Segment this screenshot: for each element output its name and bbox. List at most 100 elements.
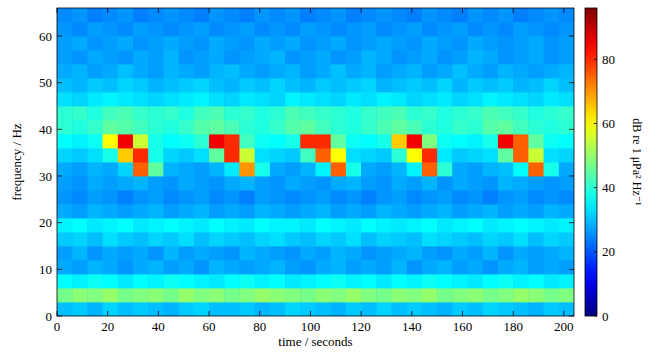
cell [316,78,332,92]
x-tick-label: 100 [301,319,321,334]
cell [133,190,149,204]
cell [163,260,179,274]
cell [255,288,271,302]
cell [483,92,499,106]
cell [513,120,529,134]
cell [361,190,377,204]
cell [316,288,332,302]
y-tick [57,129,62,130]
cell [57,64,73,78]
cell [513,190,529,204]
x-tick-label: 0 [54,319,61,334]
cell [407,106,423,120]
cell [148,106,164,120]
cell [452,218,468,232]
cell [224,218,240,232]
cell [148,232,164,246]
x-tick [209,8,210,13]
cell [209,274,225,288]
cell [133,288,149,302]
cell [316,246,332,260]
cell [361,302,377,316]
cell [422,274,438,288]
cell [513,36,529,50]
cell [346,78,362,92]
cell [255,302,271,316]
x-tick [513,8,514,13]
cell [87,120,103,134]
cell [270,50,286,64]
cell [544,176,560,190]
cell [361,50,377,64]
color-bar-label: dB re 1 μPa² Hz⁻¹ [630,118,644,206]
cell [87,92,103,106]
cell [376,64,392,78]
cell [194,162,210,176]
cell [224,148,240,162]
cell [239,36,255,50]
cell [118,288,134,302]
plot-background [57,8,574,316]
cell [422,106,438,120]
cell [194,92,210,106]
cell [300,302,316,316]
cell [544,288,560,302]
cell [468,232,484,246]
cell [133,50,149,64]
cell [544,162,560,176]
cell [468,36,484,50]
cell [498,232,514,246]
cell [498,148,514,162]
color-tick [594,59,597,60]
cell [87,148,103,162]
x-tick-label: 20 [101,319,114,334]
cell [528,134,544,148]
cell [103,218,119,232]
cell [300,64,316,78]
cell [300,204,316,218]
cell [346,176,362,190]
cell [87,274,103,288]
cell [392,78,408,92]
cell [316,176,332,190]
cell [239,260,255,274]
cell [118,274,134,288]
cell [513,274,529,288]
cell [316,22,332,36]
cell [437,148,453,162]
cell [392,50,408,64]
cell [270,120,286,134]
cell [376,190,392,204]
cell [285,8,301,22]
cell [528,36,544,50]
cell [224,288,240,302]
cell [392,218,408,232]
cell [224,204,240,218]
cell [209,8,225,22]
cell [300,92,316,106]
cell [498,36,514,50]
cell [239,176,255,190]
cell [255,134,271,148]
cell [103,288,119,302]
cell [239,22,255,36]
cell [513,218,529,232]
cell [544,78,560,92]
cell [270,92,286,106]
cell [224,176,240,190]
cell [407,302,423,316]
cell [498,78,514,92]
cell [224,78,240,92]
cell [163,288,179,302]
y-tick [569,82,574,83]
cell [559,260,574,274]
cell [133,302,149,316]
cell [118,148,134,162]
cell [422,22,438,36]
cell [163,302,179,316]
cell [239,232,255,246]
cell [376,204,392,218]
cell [559,92,574,106]
cell [437,64,453,78]
cell [437,162,453,176]
